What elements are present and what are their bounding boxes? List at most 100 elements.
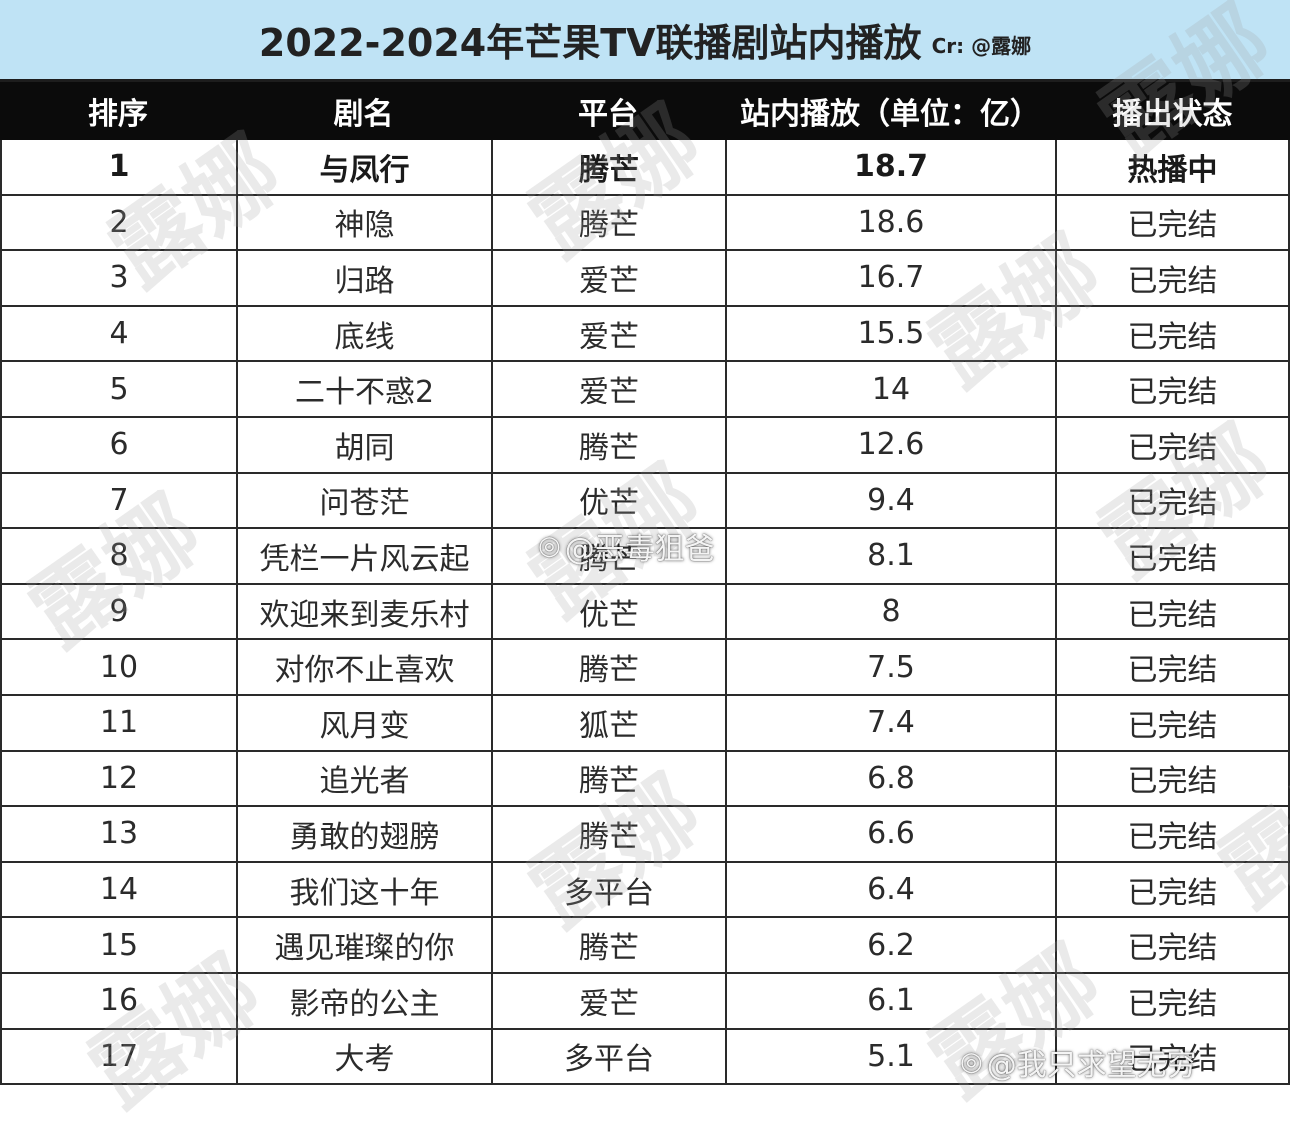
- table-row: 12 追光者 腾芒 6.8 已完结: [0, 751, 1290, 808]
- cell-status: 已完结: [1055, 695, 1290, 750]
- cell-rank: 2: [0, 195, 236, 250]
- weibo-icon: ◎: [960, 1047, 983, 1077]
- header-platform: 平台: [578, 97, 638, 132]
- cell-platform: 多平台: [491, 862, 725, 917]
- table-row: 9 欢迎来到麦乐村 优芒 8 已完结: [0, 584, 1290, 641]
- table-row: 6 胡同 腾芒 12.6 已完结: [0, 417, 1290, 474]
- cell-plays: 7.5: [725, 640, 1055, 694]
- credit-label: Cr: @露娜: [931, 34, 1032, 58]
- cell-plays: 18.6: [725, 195, 1055, 250]
- table-row: 14 我们这十年 多平台 6.4 已完结: [0, 862, 1290, 919]
- table-row: 3 归路 爱芒 16.7 已完结: [0, 251, 1290, 307]
- table-row: 11 风月变 狐芒 7.4 已完结: [0, 695, 1290, 752]
- cell-platform: 狐芒: [491, 695, 725, 750]
- cell-plays: 14: [725, 362, 1055, 416]
- cell-rank: 13: [0, 807, 236, 861]
- header-name: 剧名: [333, 97, 394, 132]
- cell-status: 已完结: [1055, 807, 1290, 861]
- cell-name: 对你不止喜欢: [236, 640, 491, 694]
- cell-platform: 腾芒: [491, 807, 725, 861]
- header-plays: 站内播放（单位：亿）: [740, 97, 1040, 132]
- weibo-handle: @我只求望无穷: [986, 1048, 1197, 1083]
- cell-plays: 6.1: [725, 973, 1055, 1028]
- cell-name: 勇敢的翅膀: [236, 807, 491, 861]
- cell-plays: 6.8: [725, 751, 1055, 806]
- cell-rank: 11: [0, 695, 236, 750]
- cell-status: 已完结: [1055, 973, 1290, 1028]
- cell-plays: 12.6: [725, 417, 1055, 472]
- page-title: 2022-2024年芒果TV联播剧站内播放: [258, 21, 922, 65]
- cell-platform: 腾芒: [491, 195, 725, 250]
- header-rank: 排序: [88, 97, 148, 132]
- cell-plays: 6.2: [725, 918, 1055, 972]
- cell-plays: 15.5: [725, 306, 1055, 361]
- cell-rank: 7: [0, 473, 236, 528]
- cell-status: 已完结: [1055, 529, 1290, 583]
- cell-platform: 爱芒: [491, 362, 725, 416]
- cell-name: 与凤行: [236, 140, 491, 194]
- cell-name: 影帝的公主: [236, 973, 491, 1028]
- cell-name: 归路: [236, 251, 491, 305]
- cell-rank: 5: [0, 362, 236, 416]
- cell-plays: 8.1: [725, 529, 1055, 583]
- cell-name: 问苍茫: [236, 473, 491, 528]
- cell-status: 已完结: [1055, 640, 1290, 694]
- cell-platform: 腾芒: [491, 918, 725, 972]
- cell-plays: 5.1: [725, 1029, 1055, 1084]
- cell-platform: 爱芒: [491, 306, 725, 361]
- cell-rank: 8: [0, 529, 236, 583]
- weibo-handle: @恶毒狙爸: [564, 532, 715, 567]
- title-bar: 2022-2024年芒果TV联播剧站内播放 Cr: @露娜: [0, 0, 1290, 82]
- cell-name: 欢迎来到麦乐村: [236, 584, 491, 639]
- cell-status: 已完结: [1055, 473, 1290, 528]
- cell-name: 凭栏一片风云起: [236, 529, 491, 583]
- cell-rank: 9: [0, 584, 236, 639]
- cell-name: 二十不惑2: [236, 362, 491, 416]
- cell-platform: 多平台: [491, 1029, 725, 1084]
- table-body: 1 与凤行 腾芒 18.7 热播中 2 神隐 腾芒 18.6 已完结 3 归路 爱芒 16.7 已完结 4 底线…: [0, 140, 1290, 1086]
- cell-platform: 爱芒: [491, 251, 725, 305]
- cell-rank: 15: [0, 918, 236, 972]
- cell-rank: 3: [0, 251, 236, 305]
- table-row: 10 对你不止喜欢 腾芒 7.5 已完结: [0, 640, 1290, 696]
- weibo-watermark: ◎ @我只求望无穷: [960, 1040, 1197, 1084]
- cell-plays: 8: [725, 584, 1055, 639]
- cell-rank: 14: [0, 862, 236, 917]
- cell-plays: 7.4: [725, 695, 1055, 750]
- cell-name: 遇见璀璨的你: [236, 918, 491, 972]
- table-row: 8 凭栏一片风云起 腾芒 8.1 已完结: [0, 529, 1290, 585]
- table-row: 4 底线 爱芒 15.5 已完结: [0, 306, 1290, 363]
- cell-status: 已完结: [1055, 918, 1290, 972]
- cell-platform: 腾芒: [491, 140, 725, 194]
- table-row: 7 问苍茫 优芒 9.4 已完结: [0, 473, 1290, 530]
- table-row: 13 勇敢的翅膀 腾芒 6.6 已完结: [0, 807, 1290, 863]
- table-row: 5 二十不惑2 爱芒 14 已完结: [0, 362, 1290, 418]
- cell-plays: 16.7: [725, 251, 1055, 305]
- cell-plays: 6.6: [725, 807, 1055, 861]
- cell-platform: 优芒: [491, 584, 725, 639]
- cell-platform: 腾芒: [491, 417, 725, 472]
- cell-name: 追光者: [236, 751, 491, 806]
- cell-status: 已完结: [1055, 1029, 1290, 1084]
- cell-status: 已完结: [1055, 584, 1290, 639]
- cell-rank: 6: [0, 417, 236, 472]
- cell-rank: 16: [0, 973, 236, 1028]
- cell-status: 已完结: [1055, 862, 1290, 917]
- table-row: 15 遇见璀璨的你 腾芒 6.2 已完结: [0, 918, 1290, 974]
- cell-name: 大考: [236, 1029, 491, 1084]
- cell-status: 已完结: [1055, 251, 1290, 305]
- cell-plays: 9.4: [725, 473, 1055, 528]
- cell-status: 已完结: [1055, 751, 1290, 806]
- cell-rank: 10: [0, 640, 236, 694]
- weibo-watermark: ◎ @恶毒狙爸: [538, 524, 715, 568]
- cell-plays: 6.4: [725, 862, 1055, 917]
- cell-platform: 爱芒: [491, 973, 725, 1028]
- cell-plays: 18.7: [725, 140, 1055, 194]
- cell-platform: 优芒: [491, 473, 725, 528]
- cell-name: 神隐: [236, 195, 491, 250]
- weibo-icon: ◎: [538, 531, 561, 561]
- table-header: 排序 剧名 平台 站内播放（单位：亿） 播出状态: [0, 82, 1290, 140]
- table-row: 1 与凤行 腾芒 18.7 热播中: [0, 140, 1290, 196]
- cell-name: 我们这十年: [236, 862, 491, 917]
- cell-platform: 腾芒: [491, 751, 725, 806]
